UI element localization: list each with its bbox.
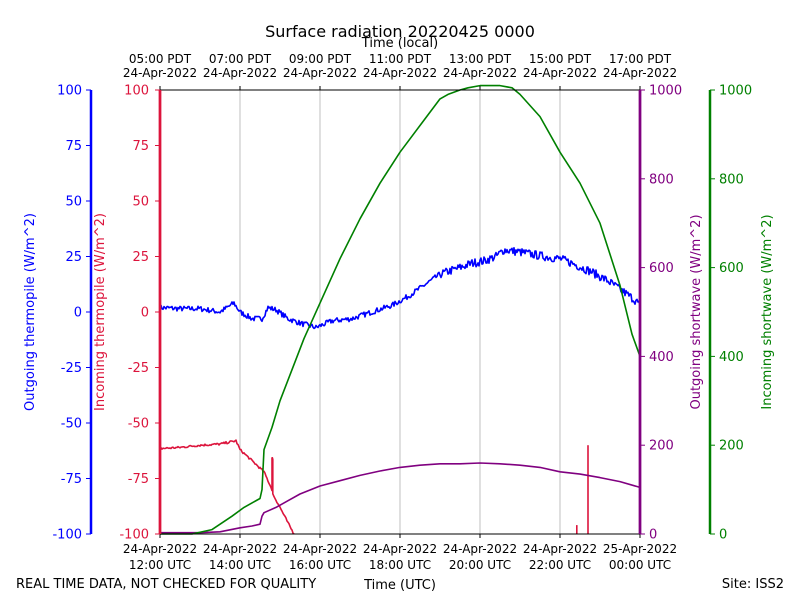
bottom-tick-date: 24-Apr-2022 (203, 542, 277, 556)
bottom-tick-time: 20:00 UTC (449, 558, 511, 572)
top-axis-label: Time (local) (361, 36, 438, 51)
incoming-shortwave-tick-label: 200 (719, 439, 744, 454)
top-tick-date: 24-Apr-2022 (443, 66, 517, 80)
incoming-thermopile-tick-label: 75 (132, 139, 149, 154)
bottom-tick-time: 12:00 UTC (129, 558, 191, 572)
bottom-tick-date: 24-Apr-2022 (443, 542, 517, 556)
bottom-tick-time: 14:00 UTC (209, 558, 271, 572)
series-outgoing-shortwave (160, 462, 641, 534)
outgoing-thermopile-tick-label: 0 (74, 306, 82, 321)
outgoing-thermopile-axis-label: Outgoing thermopile (W/m^2) (23, 213, 38, 411)
outgoing-thermopile-tick-label: -25 (61, 361, 82, 376)
outgoing-thermopile-tick-label: -75 (61, 472, 82, 487)
time-axes: 24-Apr-2022 12:00 UTC 24-Apr-2022 14:00 UTC… (123, 52, 677, 572)
incoming-shortwave-tick-label: 600 (719, 261, 744, 276)
top-tick-date: 24-Apr-2022 (283, 66, 357, 80)
outgoing-thermopile-tick-label: 50 (65, 195, 82, 210)
top-tick-time: 07:00 PDT (209, 52, 272, 66)
outgoing-shortwave-axis-label: Outgoing shortwave (W/m^2) (689, 214, 704, 409)
incoming-thermopile-tick-label: 50 (132, 195, 149, 210)
bottom-axis-label: Time (UTC) (363, 578, 436, 593)
value-axes: -100 -75 -50 -25 0 25 50 75 100 Outgoing thermopi… (23, 84, 775, 543)
incoming-thermopile-tick-label: 100 (124, 84, 149, 99)
chart-title: Surface radiation 20220425 0000 (265, 22, 535, 41)
series-layer (159, 84, 641, 535)
outgoing-shortwave-tick-label: 1000 (649, 84, 682, 99)
top-tick-date: 24-Apr-2022 (603, 66, 677, 80)
top-tick-time: 13:00 PDT (449, 52, 512, 66)
incoming-thermopile-tick-label: -75 (128, 472, 149, 487)
incoming-thermopile-tick-label: -50 (128, 417, 149, 432)
series-incoming-thermopile (159, 439, 295, 535)
bottom-tick-date: 24-Apr-2022 (363, 542, 437, 556)
top-tick-date: 24-Apr-2022 (523, 66, 597, 80)
bottom-tick-date: 24-Apr-2022 (283, 542, 357, 556)
incoming-shortwave-tick-label: 800 (719, 172, 744, 187)
series-outgoing-thermopile (159, 247, 641, 330)
bottom-tick-date: 24-Apr-2022 (123, 542, 197, 556)
series-incoming-shortwave (160, 84, 641, 535)
outgoing-thermopile-tick-label: 100 (57, 84, 82, 99)
top-tick-time: 09:00 PDT (289, 52, 352, 66)
incoming-shortwave-tick-label: 400 (719, 350, 744, 365)
quality-notice: REAL TIME DATA, NOT CHECKED FOR QUALITY (16, 577, 316, 592)
incoming-shortwave-tick-label: 1000 (719, 84, 752, 99)
outgoing-shortwave-tick-label: 800 (649, 172, 674, 187)
outgoing-thermopile-tick-label: 25 (65, 250, 82, 265)
incoming-thermopile-tick-label: -100 (119, 528, 149, 543)
incoming-thermopile-tick-label: 25 (132, 250, 149, 265)
outgoing-shortwave-tick-label: 400 (649, 350, 674, 365)
top-tick-time: 05:00 PDT (129, 52, 192, 66)
top-tick-time: 15:00 PDT (529, 52, 592, 66)
outgoing-thermopile-tick-label: 75 (65, 139, 82, 154)
incoming-shortwave-tick-label: 0 (719, 528, 727, 543)
incoming-thermopile-axis-label: Incoming thermopile (W/m^2) (93, 213, 108, 411)
outgoing-shortwave-tick-label: 0 (649, 528, 657, 543)
top-tick-time: 17:00 PDT (609, 52, 672, 66)
top-tick-date: 24-Apr-2022 (363, 66, 437, 80)
bottom-tick-date: 24-Apr-2022 (523, 542, 597, 556)
incoming-thermopile-tick-label: -25 (128, 361, 149, 376)
bottom-tick-time: 16:00 UTC (289, 558, 351, 572)
top-tick-time: 11:00 PDT (369, 52, 432, 66)
incoming-shortwave-axis-label: Incoming shortwave (W/m^2) (760, 214, 775, 409)
top-tick-date: 24-Apr-2022 (123, 66, 197, 80)
incoming-thermopile-tick-label: 0 (141, 306, 149, 321)
bottom-tick-date: 25-Apr-2022 (603, 542, 677, 556)
outgoing-thermopile-tick-label: -100 (52, 528, 82, 543)
top-tick-date: 24-Apr-2022 (203, 66, 277, 80)
outgoing-shortwave-tick-label: 600 (649, 261, 674, 276)
bottom-tick-time: 00:00 UTC (609, 558, 671, 572)
outgoing-thermopile-tick-label: -50 (61, 417, 82, 432)
site-label: Site: ISS2 (722, 577, 784, 592)
bottom-tick-time: 22:00 UTC (529, 558, 591, 572)
outgoing-shortwave-tick-label: 200 (649, 439, 674, 454)
bottom-tick-time: 18:00 UTC (369, 558, 431, 572)
